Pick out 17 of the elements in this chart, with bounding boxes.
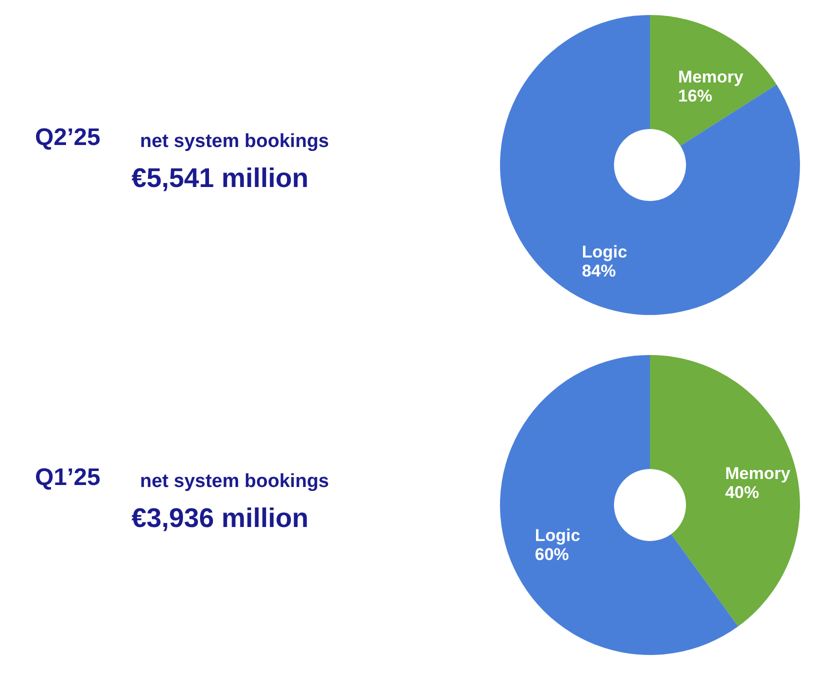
data-label: 60% [534, 544, 569, 564]
slice-label: Logic [534, 526, 580, 545]
slice-label: Memory [725, 464, 791, 484]
data-label: 84% [582, 262, 616, 281]
text: net system bookings [140, 131, 329, 152]
donut-slice [500, 15, 800, 315]
text: €3,936 million [131, 503, 309, 533]
text: net system bookings [140, 471, 329, 492]
donut-slice [650, 15, 777, 146]
text: Q1’25 [35, 464, 100, 491]
donut-slice [650, 355, 800, 626]
data-label: 40% [725, 483, 760, 502]
text: €5,541 million [131, 163, 309, 193]
data-label: 16% [678, 86, 712, 106]
text: Q2’25 [35, 124, 100, 151]
slice-label: Memory [678, 67, 744, 86]
slice-label: Logic [582, 242, 628, 262]
